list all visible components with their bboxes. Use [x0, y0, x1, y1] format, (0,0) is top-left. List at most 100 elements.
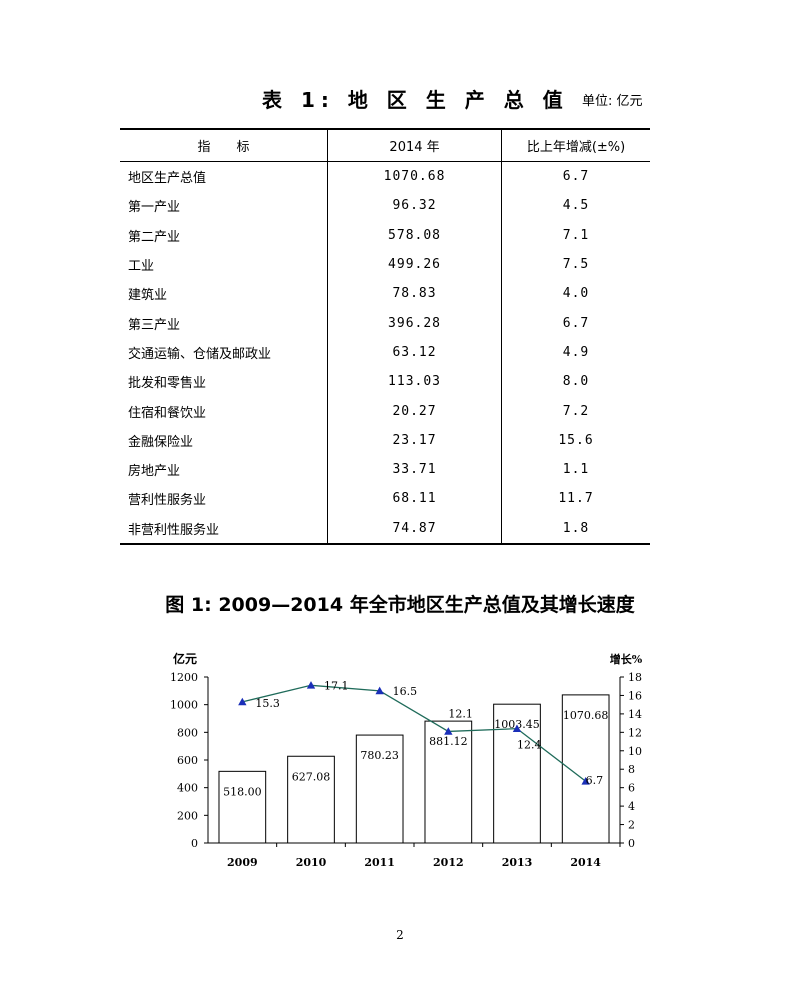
y2-tick-label: 4: [628, 800, 635, 813]
table-row: 第二产业 578.08 7.1: [120, 220, 650, 250]
x-tick-label-2010: 2010: [296, 856, 327, 869]
table-row: 第三产业 396.28 6.7: [120, 308, 650, 338]
growth-label-2012: 12.1: [448, 707, 473, 720]
growth-label-2009: 15.3: [255, 697, 279, 710]
growth-label-2011: 16.5: [393, 685, 418, 698]
row-change: 6.7: [562, 315, 590, 331]
page-number: 2: [396, 928, 404, 942]
x-tick-label-2009: 2009: [227, 856, 258, 869]
y-tick-label: 0: [191, 837, 198, 850]
y2-axis-label: 增长%: [610, 652, 643, 666]
row-change: 11.7: [558, 491, 594, 507]
row-value-2014: 396.28: [327, 308, 503, 338]
table-row: 金融保险业 23.17 15.6: [120, 425, 650, 455]
header-2014: 2014 年: [327, 129, 503, 162]
row-change: 1.8: [501, 513, 650, 545]
y-axis-label: 亿元: [173, 651, 197, 666]
y2-tick-label: 12: [628, 726, 642, 739]
table-row: 地区生产总值 1070.68 6.7: [120, 161, 650, 192]
gdp-table: 指 标 2014 年 比上年增减(±%) 地区生产总值 1070.68 6.7 第一产…: [120, 128, 650, 545]
row-value-2014: 78.83: [327, 279, 503, 309]
table-row: 批发和零售业 113.03 8.0: [120, 367, 650, 397]
bar-2010: [287, 755, 335, 844]
bar-label-2014: 1070.68: [563, 709, 609, 722]
bar-label-2010: 627.08: [292, 770, 331, 783]
chart-title: 图 1: 2009—2014 年全市地区生产总值及其增长速度: [165, 594, 635, 616]
growth-marker-2009: [238, 697, 247, 706]
row-indicator: 非营利性服务业: [120, 513, 328, 545]
row-change: 1.1: [562, 462, 590, 478]
row-indicator: 房地产业: [128, 464, 181, 480]
header-indicator: 指 标: [120, 129, 328, 162]
table-row: 交通运输、仓储及邮政业 63.12 4.9: [120, 337, 650, 368]
y-tick-label: 200: [177, 809, 198, 822]
row-value-2014: 33.71: [327, 454, 503, 485]
growth-marker-2010: [306, 681, 316, 689]
table-row: 房地产业 33.71 1.1: [120, 454, 650, 485]
row-value-2014: 578.08: [327, 220, 503, 250]
y2-tick-label: 18: [628, 671, 642, 684]
row-change: 7.2: [562, 403, 590, 419]
row-change: 8.0: [562, 374, 590, 390]
y-tick-label: 800: [177, 726, 198, 739]
growth-marker-2014: [581, 777, 590, 785]
growth-label-2010: 17.1: [324, 679, 349, 692]
table-row: 住宿和餐饮业 20.27 7.2: [120, 396, 650, 426]
gdp-chart: 亿元 增长% 0 200 400 600 800 1000 1200 0 2 4 6 8 10 12 14 16 1…: [170, 651, 643, 869]
table-row: 第一产业 96.32 4.5: [120, 191, 650, 221]
growth-marker-2013: [512, 724, 522, 733]
growth-marker-2012: [444, 727, 453, 735]
growth-marker-2011: [375, 686, 384, 695]
table-title: 表 1: 地 区 生 产 总 值: [262, 88, 569, 112]
row-indicator: 住宿和餐饮业: [128, 405, 207, 421]
bar-label-2012: 881.12: [429, 735, 468, 748]
row-change: 4.0: [562, 286, 590, 302]
row-value-2014: 63.12: [327, 337, 503, 368]
growth-line: [242, 684, 587, 782]
row-change: 6.7: [562, 169, 590, 185]
y-tick-label: 400: [177, 782, 198, 795]
row-indicator: 金融保险业: [128, 434, 194, 450]
row-value-2014: 68.11: [327, 484, 503, 514]
header-change: 比上年增减(±%): [501, 129, 650, 162]
y2-tick-label: 16: [628, 689, 642, 702]
row-value-2014: 113.03: [327, 367, 503, 397]
y2-tick-label: 2: [628, 819, 635, 832]
y-tick-label: 600: [177, 754, 198, 767]
row-indicator: 第三产业: [128, 317, 181, 333]
row-change: 4.9: [562, 344, 590, 360]
bar-label-2009: 518.00: [223, 785, 262, 798]
row-indicator: 建筑业: [128, 288, 168, 304]
x-tick-label-2011: 2011: [364, 856, 395, 869]
y2-tick-label: 10: [628, 745, 642, 758]
x-tick-label-2013: 2013: [502, 856, 533, 869]
table-unit: 单位: 亿元: [582, 94, 643, 109]
growth-label-2014: 6.7: [586, 774, 604, 787]
y-tick-label: 1200: [170, 671, 198, 684]
row-change: 7.1: [562, 227, 590, 243]
bar-label-2011: 780.23: [360, 749, 399, 762]
table-row: 工业 499.26 7.5: [120, 249, 650, 280]
row-value-2014: 23.17: [327, 425, 503, 455]
row-indicator: 地区生产总值: [128, 171, 207, 187]
table-body: 地区生产总值 1070.68 6.7 第一产业 96.32 4.5 第二产业 578.08 7.…: [120, 161, 650, 545]
row-value-2014: 74.87: [327, 513, 503, 545]
y2-tick-label: 14: [628, 708, 642, 721]
table-header-row: 指 标 2014 年 比上年增减(±%): [120, 129, 650, 162]
y2-tick-label: 0: [628, 837, 635, 850]
row-indicator: 营利性服务业: [128, 493, 207, 509]
bar-2011: [355, 734, 404, 844]
y2-tick-label: 8: [628, 763, 635, 776]
table-row: 非营利性服务业 74.87 1.8: [120, 513, 650, 545]
row-indicator: 第二产业: [128, 229, 181, 245]
row-change: 4.5: [562, 198, 590, 214]
row-indicator: 交通运输、仓储及邮政业: [128, 346, 272, 362]
row-change: 15.6: [558, 432, 594, 448]
x-tick-label-2014: 2014: [570, 856, 601, 869]
row-indicator: 第一产业: [128, 200, 181, 216]
row-value-2014: 20.27: [327, 396, 503, 426]
row-indicator: 批发和零售业: [128, 376, 207, 392]
x-tick-label-2012: 2012: [433, 856, 464, 869]
table-title-bar: 表 1: 地 区 生 产 总 值 单位: 亿元: [0, 84, 800, 114]
row-change: 7.5: [562, 257, 590, 273]
